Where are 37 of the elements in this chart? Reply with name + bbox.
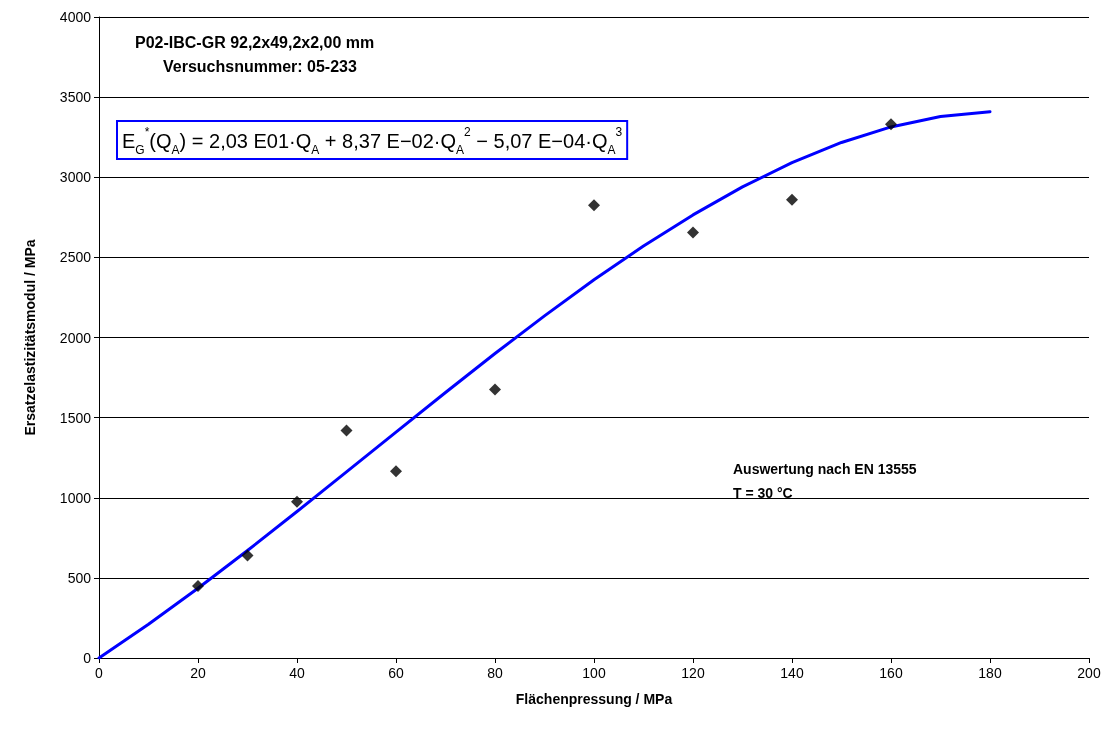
point (885, 118, 897, 131)
x-axis-title: Flächenpressung / MPa (515, 691, 673, 707)
y-tick-label: 3000 (59, 169, 92, 186)
x-tick-label: 20 (190, 665, 206, 681)
y-tick-label: 2000 (59, 329, 92, 346)
point (489, 383, 501, 396)
point (192, 579, 204, 592)
x-tick-label: 100 (582, 665, 606, 681)
point (340, 424, 353, 437)
point (241, 549, 254, 562)
y-axis-title: Ersatzelastizitätsmodul / MPa (22, 239, 38, 436)
annotation: T = 30 °C (733, 485, 793, 501)
point (687, 226, 699, 239)
x-tick-label: 180 (978, 665, 1002, 681)
x-tick-label: 40 (289, 665, 305, 681)
y-tick-label: 1500 (59, 409, 92, 426)
y-tick-label: 3500 (59, 89, 92, 106)
y-tick-label: 1000 (59, 489, 92, 506)
point (786, 193, 798, 206)
x-tick-label: 120 (681, 665, 705, 681)
x-tick-label: 0 (95, 665, 104, 681)
x-tick-label: 200 (1077, 665, 1101, 681)
x-tick-label: 80 (487, 665, 503, 681)
line-series (97, 110, 992, 660)
annotation: Auswertung nach EN 13555 (733, 461, 917, 477)
point (588, 199, 600, 212)
x-tick-label: 60 (388, 665, 404, 681)
y-tick-label: 2500 (59, 249, 92, 266)
y-tick-label: 0 (83, 650, 92, 666)
text: Versuchsnummer: 05-233 (163, 57, 357, 75)
x-tick-label: 140 (780, 665, 804, 681)
text: P02-IBC-GR 92,2x49,2x2,00 mm (135, 33, 375, 51)
point (291, 495, 303, 508)
x-tick-label: 160 (879, 665, 903, 681)
y-tick-label: 4000 (59, 9, 92, 25)
point (390, 465, 402, 478)
y-tick-label: 500 (67, 569, 92, 586)
